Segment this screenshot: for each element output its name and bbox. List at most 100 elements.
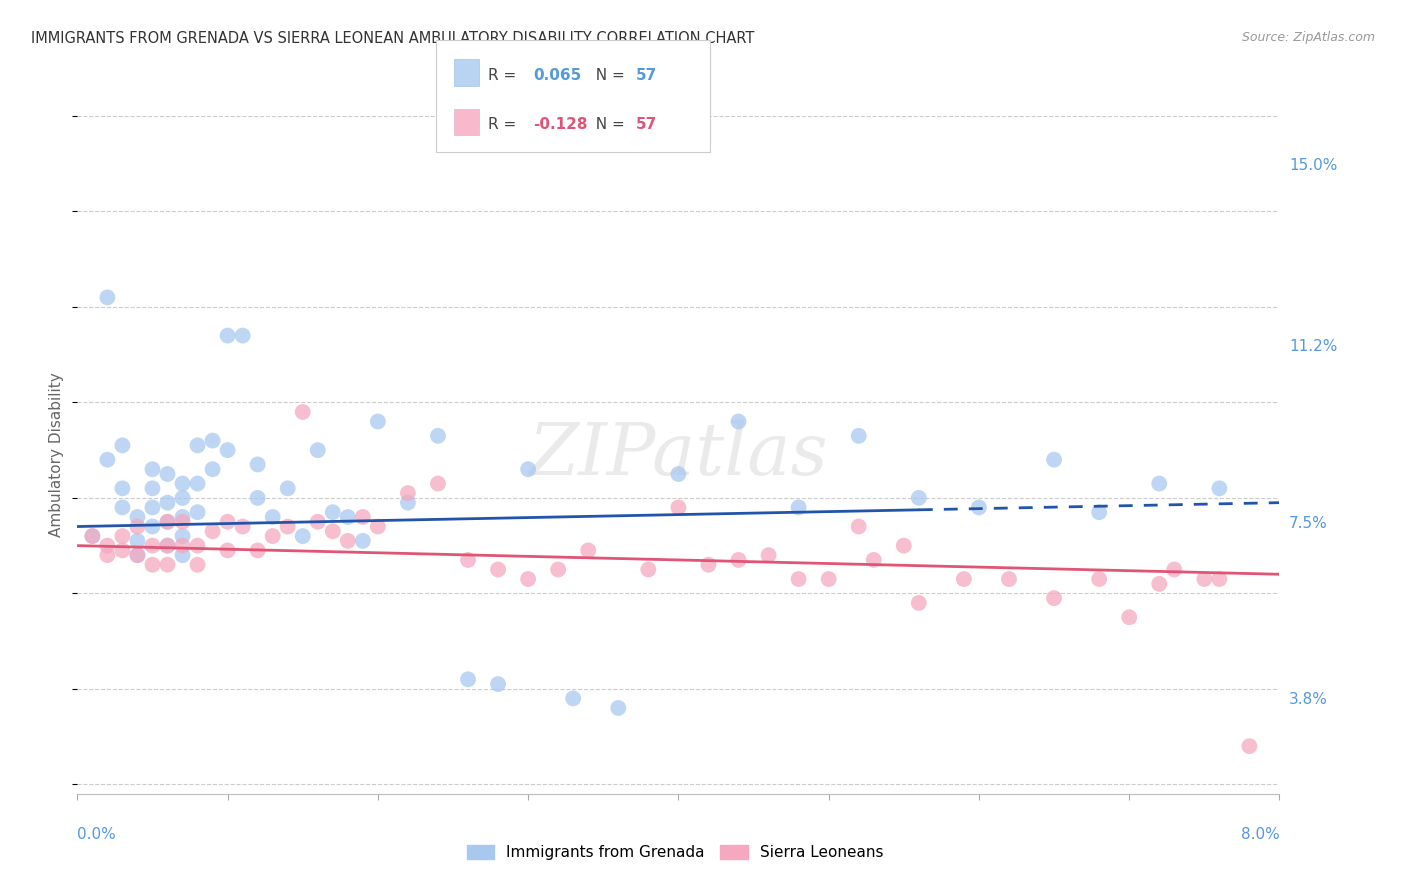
Point <box>322 524 344 539</box>
Point <box>201 524 224 539</box>
Point <box>562 691 585 706</box>
Point <box>277 519 299 533</box>
Point <box>637 562 659 576</box>
Point <box>1043 591 1066 606</box>
Point <box>111 500 134 515</box>
Point <box>187 558 209 572</box>
Point <box>1208 572 1230 586</box>
Point <box>307 515 329 529</box>
Point <box>141 500 163 515</box>
Point <box>172 491 194 505</box>
Point <box>156 515 179 529</box>
Point <box>517 462 540 476</box>
Point <box>1163 562 1185 576</box>
Point <box>517 572 540 586</box>
Point <box>893 539 915 553</box>
Point <box>127 548 149 562</box>
Point <box>82 529 104 543</box>
Text: 0.0%: 0.0% <box>77 827 117 841</box>
Point <box>787 500 810 515</box>
Point <box>172 529 194 543</box>
Point <box>817 572 839 586</box>
Point <box>367 519 389 533</box>
Point <box>336 533 359 548</box>
Point <box>908 596 931 610</box>
Point <box>96 452 118 467</box>
Point <box>607 701 630 715</box>
Point <box>141 462 163 476</box>
Point <box>758 548 780 562</box>
Text: N =: N = <box>586 68 630 83</box>
Point <box>172 476 194 491</box>
Point <box>217 328 239 343</box>
Point <box>848 519 870 533</box>
Point <box>1149 476 1171 491</box>
Point <box>291 405 314 419</box>
Y-axis label: Ambulatory Disability: Ambulatory Disability <box>49 373 65 537</box>
Point <box>82 529 104 543</box>
Point <box>217 543 239 558</box>
Point <box>1208 481 1230 495</box>
Point <box>217 515 239 529</box>
Point <box>1088 505 1111 519</box>
Text: 57: 57 <box>636 68 657 83</box>
Point <box>187 539 209 553</box>
Point <box>727 415 749 429</box>
Point <box>246 491 269 505</box>
Point <box>246 458 269 472</box>
Point <box>396 486 419 500</box>
Point <box>172 539 194 553</box>
Point <box>141 539 163 553</box>
Point <box>111 529 134 543</box>
Point <box>96 539 118 553</box>
Text: IMMIGRANTS FROM GRENADA VS SIERRA LEONEAN AMBULATORY DISABILITY CORRELATION CHAR: IMMIGRANTS FROM GRENADA VS SIERRA LEONEA… <box>31 31 754 46</box>
Point <box>172 510 194 524</box>
Point <box>217 443 239 458</box>
Point <box>576 543 599 558</box>
Point <box>156 515 179 529</box>
Point <box>953 572 976 586</box>
Point <box>1118 610 1140 624</box>
Point <box>367 415 389 429</box>
Point <box>127 510 149 524</box>
Point <box>427 429 450 443</box>
Point <box>427 476 450 491</box>
Point <box>396 496 419 510</box>
Point <box>141 519 163 533</box>
Point <box>457 673 479 687</box>
Point <box>336 510 359 524</box>
Point <box>187 438 209 452</box>
Point <box>127 548 149 562</box>
Point <box>967 500 990 515</box>
Point <box>187 476 209 491</box>
Point <box>697 558 720 572</box>
Point <box>201 434 224 448</box>
Point <box>848 429 870 443</box>
Point <box>187 505 209 519</box>
Point <box>172 515 194 529</box>
Point <box>141 558 163 572</box>
Legend: Immigrants from Grenada, Sierra Leoneans: Immigrants from Grenada, Sierra Leoneans <box>460 839 890 866</box>
Point <box>232 328 254 343</box>
Point <box>1239 739 1261 753</box>
Point <box>547 562 569 576</box>
Point <box>232 519 254 533</box>
Text: 57: 57 <box>636 117 657 132</box>
Text: R =: R = <box>488 68 522 83</box>
Point <box>486 562 509 576</box>
Point <box>1194 572 1216 586</box>
Text: 0.065: 0.065 <box>533 68 581 83</box>
Text: -0.128: -0.128 <box>533 117 588 132</box>
Point <box>787 572 810 586</box>
Point <box>457 553 479 567</box>
Text: N =: N = <box>586 117 630 132</box>
Point <box>111 543 134 558</box>
Point <box>908 491 931 505</box>
Point <box>262 510 284 524</box>
Point <box>96 290 118 304</box>
Point <box>668 467 690 481</box>
Point <box>156 539 179 553</box>
Point <box>156 467 179 481</box>
Point <box>352 510 374 524</box>
Point <box>262 529 284 543</box>
